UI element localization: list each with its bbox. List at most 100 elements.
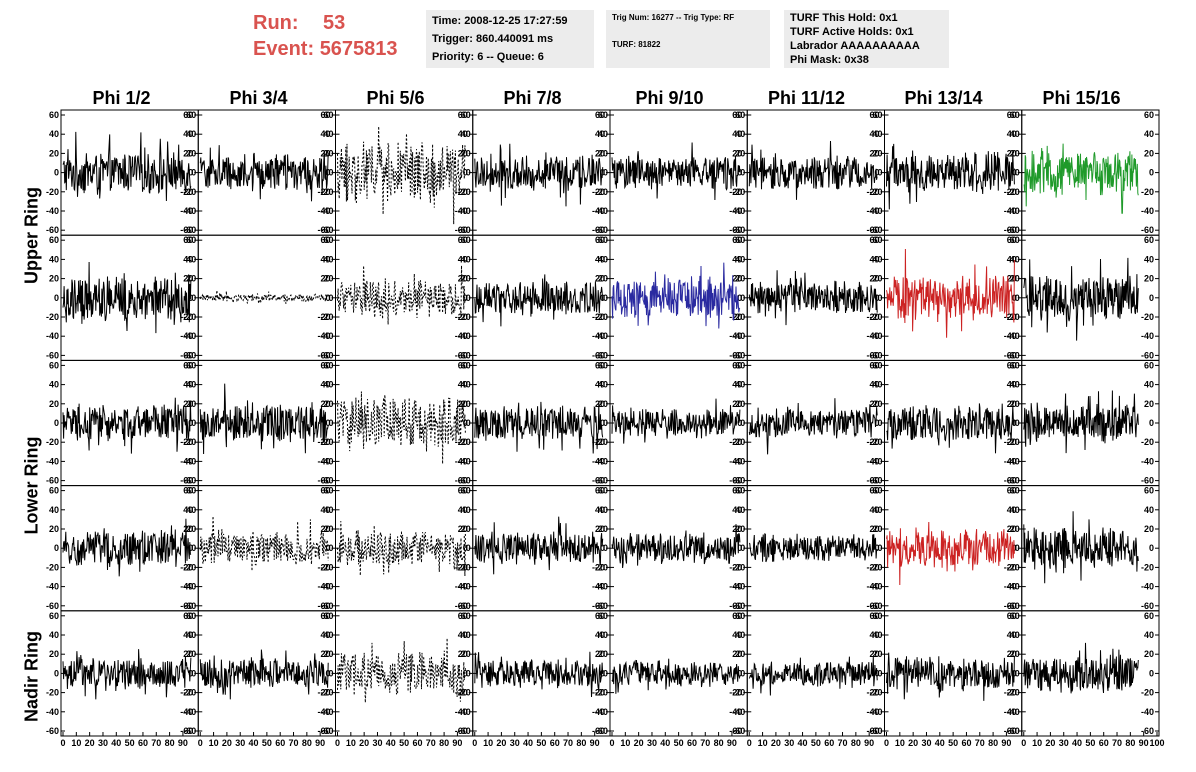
y-tick-label-right: -20 xyxy=(592,437,605,447)
y-tick-label-left: 40 xyxy=(323,254,333,264)
y-tick-label-left: -20 xyxy=(1007,187,1020,197)
y-tick-label-right: -20 xyxy=(1004,562,1017,572)
y-tick-label-right: -20 xyxy=(455,688,468,698)
y-tick-label-right: 40 xyxy=(1144,129,1154,139)
y-tick-label-right: 20 xyxy=(320,399,330,409)
y-tick-label-left: 60 xyxy=(461,360,471,370)
y-tick-label-left: -60 xyxy=(1007,601,1020,611)
y-tick-label-right: -40 xyxy=(317,206,330,216)
y-tick-label-left: 40 xyxy=(598,630,608,640)
y-tick-label-right: 60 xyxy=(1144,611,1154,621)
y-tick-label-right: 0 xyxy=(463,293,468,303)
y-tick-label-right: -60 xyxy=(317,726,330,736)
y-tick-label-left: 0 xyxy=(191,543,196,553)
y-tick-label-right: -60 xyxy=(180,476,193,486)
y-tick-label-left: 0 xyxy=(466,668,471,678)
y-tick-label-right: 60 xyxy=(1007,611,1017,621)
waveform-r4-c2 xyxy=(199,516,329,571)
y-tick-label-right: -60 xyxy=(317,601,330,611)
y-tick-label-left: 60 xyxy=(735,235,745,245)
y-tick-label-right: 40 xyxy=(1007,129,1017,139)
y-tick-label-left: -60 xyxy=(1007,225,1020,235)
x-tick-label: 60 xyxy=(138,738,148,748)
y-tick-label-left: 20 xyxy=(323,274,333,284)
y-tick-label-right: -40 xyxy=(866,582,879,592)
y-tick-label-right: 20 xyxy=(732,649,742,659)
y-tick-label-right: 20 xyxy=(458,649,468,659)
phi-title-7: Phi 13/14 xyxy=(904,88,983,108)
x-tick-label: 40 xyxy=(111,738,121,748)
x-tick-label: 90 xyxy=(315,738,325,748)
y-tick-label-right: 0 xyxy=(737,168,742,178)
y-tick-label-left: -40 xyxy=(458,456,471,466)
y-tick-label-right: -20 xyxy=(592,187,605,197)
y-tick-label-left: -40 xyxy=(732,456,745,466)
y-tick-label-right: 40 xyxy=(183,630,193,640)
y-tick-label-left: 40 xyxy=(872,630,882,640)
y-tick-label-left: -40 xyxy=(183,206,196,216)
y-tick-label-right: 60 xyxy=(320,360,330,370)
y-tick-label-left: -20 xyxy=(183,187,196,197)
y-tick-label-left: -20 xyxy=(458,562,471,572)
y-tick-label-left: 40 xyxy=(186,254,196,264)
y-tick-label-right: -40 xyxy=(729,456,742,466)
y-tick-label-left: -60 xyxy=(732,350,745,360)
y-tick-label-left: -60 xyxy=(46,225,59,235)
y-tick-label-left: 60 xyxy=(735,486,745,496)
y-tick-label-right: 0 xyxy=(325,543,330,553)
y-tick-label-left: 60 xyxy=(598,110,608,120)
y-tick-label-right: -40 xyxy=(455,206,468,216)
y-tick-label-right: 40 xyxy=(1144,380,1154,390)
y-tick-label-left: 20 xyxy=(186,649,196,659)
y-tick-label-left: -20 xyxy=(869,437,882,447)
y-tick-label-left: 0 xyxy=(328,168,333,178)
y-tick-label-right: 20 xyxy=(595,399,605,409)
x-tick-label: 70 xyxy=(838,738,848,748)
x-tick-label: 60 xyxy=(550,738,560,748)
y-tick-label-right: -40 xyxy=(1004,707,1017,717)
y-tick-label-right: 40 xyxy=(1007,254,1017,264)
y-tick-label-right: 0 xyxy=(874,543,879,553)
y-tick-label-left: 60 xyxy=(872,235,882,245)
y-tick-label-right: 60 xyxy=(732,235,742,245)
y-tick-label-right: 60 xyxy=(1144,110,1154,120)
waveform-r3-c2 xyxy=(199,383,329,455)
y-tick-label-right: 20 xyxy=(869,399,879,409)
waveform-r4-c4 xyxy=(474,516,604,575)
y-tick-label-right: 20 xyxy=(1144,524,1154,534)
y-tick-label-left: 20 xyxy=(461,274,471,284)
y-tick-label-left: 20 xyxy=(872,649,882,659)
y-tick-label-left: -60 xyxy=(732,476,745,486)
y-tick-label-left: 20 xyxy=(461,399,471,409)
y-tick-label-right: 40 xyxy=(1007,630,1017,640)
x-tick-label: 50 xyxy=(536,738,546,748)
y-tick-label-right: -60 xyxy=(729,726,742,736)
y-tick-label-left: 0 xyxy=(466,543,471,553)
y-tick-label-right: -60 xyxy=(1004,350,1017,360)
y-tick-label-left: -20 xyxy=(732,187,745,197)
y-tick-label-left: 40 xyxy=(49,505,59,515)
y-tick-label-left: -40 xyxy=(320,456,333,466)
y-tick-label-left: 0 xyxy=(328,418,333,428)
waveform-r1-c4 xyxy=(474,143,604,207)
x-tick-label: 40 xyxy=(798,738,808,748)
y-tick-label-right: -40 xyxy=(1141,456,1154,466)
y-tick-label-right: -40 xyxy=(729,707,742,717)
y-tick-label-right: 60 xyxy=(1144,486,1154,496)
y-tick-label-left: -20 xyxy=(595,312,608,322)
y-tick-label-left: 20 xyxy=(598,649,608,659)
y-tick-label-left: 0 xyxy=(603,668,608,678)
y-tick-label-left: 40 xyxy=(735,505,745,515)
y-tick-label-left: -20 xyxy=(458,187,471,197)
y-tick-label-left: 40 xyxy=(186,505,196,515)
x-tick-label: 80 xyxy=(165,738,175,748)
y-tick-label-left: 60 xyxy=(735,611,745,621)
y-tick-label-right: -40 xyxy=(729,206,742,216)
y-tick-label-left: 0 xyxy=(191,418,196,428)
y-tick-label-right: 40 xyxy=(732,630,742,640)
y-tick-label-right: -20 xyxy=(866,312,879,322)
y-tick-label-right: 60 xyxy=(595,235,605,245)
run-label: Run: xyxy=(253,12,299,34)
x-tick-label: 70 xyxy=(289,738,299,748)
x-tick-label: 90 xyxy=(452,738,462,748)
